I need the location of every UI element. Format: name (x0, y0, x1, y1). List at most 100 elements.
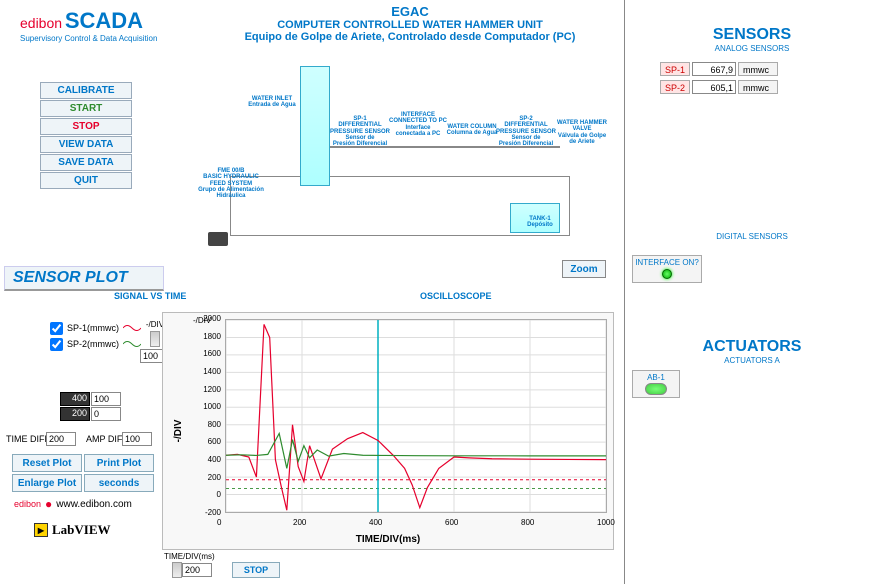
chart-ytick: 400 (195, 455, 221, 464)
enlarge-plot-button[interactable]: Enlarge Plot (12, 474, 82, 492)
sensors-title: SENSORS (634, 26, 870, 44)
stepper-icon[interactable] (172, 562, 182, 578)
chart-xtick: 600 (445, 518, 458, 527)
chart-ytick: 600 (195, 437, 221, 446)
calibrate-button[interactable]: CALIBRATE (40, 82, 132, 99)
stop-plot-button[interactable]: STOP (232, 562, 280, 578)
title-line3: Equipo de Golpe de Ariete, Controlado de… (240, 31, 580, 43)
title-line1: EGAC (240, 4, 580, 19)
wave-icon-sp2 (123, 339, 141, 349)
signal-sp2-checkbox[interactable] (50, 338, 63, 351)
view-data-button[interactable]: VIEW DATA (40, 136, 132, 153)
bw-dark2: 200 (60, 407, 90, 421)
chart-ytick: 200 (195, 473, 221, 482)
chart-y-axis-label: -/DIV (173, 420, 184, 443)
reset-plot-button[interactable]: Reset Plot (12, 454, 82, 472)
chart-ytick: 1600 (195, 349, 221, 358)
signal-sp1-checkbox[interactable] (50, 322, 63, 335)
diagram-tank-label: TANK-1 Depósito (520, 216, 560, 229)
tab-oscilloscope[interactable]: OSCILLOSCOPE (420, 291, 492, 301)
units-select[interactable]: seconds (84, 474, 154, 492)
interface-on-indicator: INTERFACE ON? (632, 255, 702, 283)
diagram-valve-label: WATER HAMMER VALVE Válvula de Golpe de A… (554, 120, 610, 145)
labview-text: LabVIEW (52, 522, 111, 538)
signal-row-sp2: SP-2(mmwc) (50, 336, 141, 352)
logo-brand2: SCADA (65, 8, 143, 33)
actuators-title: ACTUATORS (634, 338, 870, 356)
dot-icon: ● (45, 497, 52, 511)
led-icon (662, 269, 672, 279)
chart-ytick: 2000 (195, 314, 221, 323)
signal-sp2-label: SP-2(mmwc) (67, 339, 119, 349)
chart-plot-area[interactable] (225, 319, 607, 513)
chart-xtick: 1000 (597, 518, 615, 527)
bw-controls: 400 200 (60, 392, 121, 421)
equipment-diagram: WATER INLET Entrada de Agua FME 00/B BAS… (200, 56, 600, 246)
control-button-group: CALIBRATE START STOP VIEW DATA SAVE DATA… (40, 82, 132, 189)
digital-sensors-label: DIGITAL SENSORS (634, 232, 870, 241)
chart-x-axis-label: TIME/DIV(ms) (163, 534, 613, 545)
amp-diff-ctrl (122, 432, 152, 446)
oscilloscope-chart: -/DIV -/DIV TIME/DIV(ms) -20002004006008… (162, 312, 614, 550)
sensor-sp1-value: 667,9 (692, 62, 736, 76)
signal-sp1-label: SP-1(mmwc) (67, 323, 119, 333)
time-div-input[interactable] (182, 563, 212, 577)
print-plot-button[interactable]: Print Plot (84, 454, 154, 472)
stop-button[interactable]: STOP (40, 118, 132, 135)
chart-ytick: 1400 (195, 367, 221, 376)
diagram-interface-label: INTERFACE CONNECTED TO PC Interface cone… (388, 112, 448, 137)
logo-subtitle: Supervisory Control & Data Acquisition (20, 34, 157, 43)
time-div-label: TIME/DIV(ms) (164, 552, 215, 561)
actuator-ab1-label: AB-1 (635, 373, 677, 382)
chart-ytick: 1200 (195, 385, 221, 394)
sensor-plot-header: SENSOR PLOT (4, 266, 164, 291)
actuator-ab1[interactable]: AB-1 (632, 370, 680, 398)
diagram-feed-system-label: FME 00/B BASIC HYDRAULIC FEED SYSTEM Gru… (196, 168, 266, 199)
signal-row-sp1: SP-1(mmwc) (50, 320, 141, 336)
labview-icon: ▶ (34, 523, 48, 537)
sensor-sp2-unit: mmwc (738, 80, 778, 94)
wave-icon-sp1 (123, 323, 141, 333)
vertical-separator (624, 0, 625, 584)
bw-val1[interactable] (91, 392, 121, 406)
time-div-ctrl (172, 562, 212, 578)
sensor-sp2-name: SP-2 (660, 80, 690, 94)
chart-ytick: 1800 (195, 332, 221, 341)
diagram-water-col-label: WATER COLUMN Columna de Agua (444, 124, 500, 137)
quit-button[interactable]: QUIT (40, 172, 132, 189)
actuator-toggle-icon[interactable] (645, 383, 667, 395)
footer-brand: edibon (14, 499, 41, 509)
tab-signal-vs-time[interactable]: SIGNAL VS TIME (114, 291, 186, 301)
footer-url: www.edibon.com (56, 499, 132, 510)
bw-val2[interactable] (91, 407, 121, 421)
stepper-icon[interactable] (150, 331, 160, 347)
labview-label: ▶ LabVIEW (34, 522, 111, 538)
sensor-sp1-unit: mmwc (738, 62, 778, 76)
signal-list: SP-1(mmwc) SP-2(mmwc) (50, 320, 141, 352)
page-title: EGAC COMPUTER CONTROLLED WATER HAMMER UN… (240, 4, 580, 43)
time-diff-input[interactable] (46, 432, 76, 446)
chart-xtick: 800 (521, 518, 534, 527)
website-label: edibon ● www.edibon.com (14, 497, 132, 511)
logo-brand1: edibon (20, 15, 62, 31)
bw-dark1: 400 (60, 392, 90, 406)
actuators-subtitle: ACTUATORS A (634, 356, 870, 365)
amp-diff-input[interactable] (122, 432, 152, 446)
save-data-button[interactable]: SAVE DATA (40, 154, 132, 171)
sensor-sp1-name: SP-1 (660, 62, 690, 76)
chart-ytick: 1000 (195, 402, 221, 411)
chart-ytick: 0 (195, 490, 221, 499)
start-button[interactable]: START (40, 100, 132, 117)
logo-block: edibon SCADA Supervisory Control & Data … (20, 8, 157, 43)
zoom-button[interactable]: Zoom (562, 260, 606, 278)
diagram-sp2-label: SP-2 DIFFERENTIAL PRESSURE SENSOR Sensor… (496, 116, 556, 147)
sensor-row-sp2: SP-2 605,1 mmwc (660, 78, 778, 96)
chart-ytick: 800 (195, 420, 221, 429)
sensor-row-sp1: SP-1 667,9 mmwc (660, 60, 778, 78)
interface-on-label: INTERFACE ON? (635, 258, 699, 267)
chart-xtick: 400 (369, 518, 382, 527)
plot-button-group: Reset Plot Print Plot Enlarge Plot secon… (12, 454, 154, 492)
chart-xtick: 0 (217, 518, 221, 527)
sensors-subtitle: ANALOG SENSORS (634, 44, 870, 53)
chart-xtick: 200 (293, 518, 306, 527)
